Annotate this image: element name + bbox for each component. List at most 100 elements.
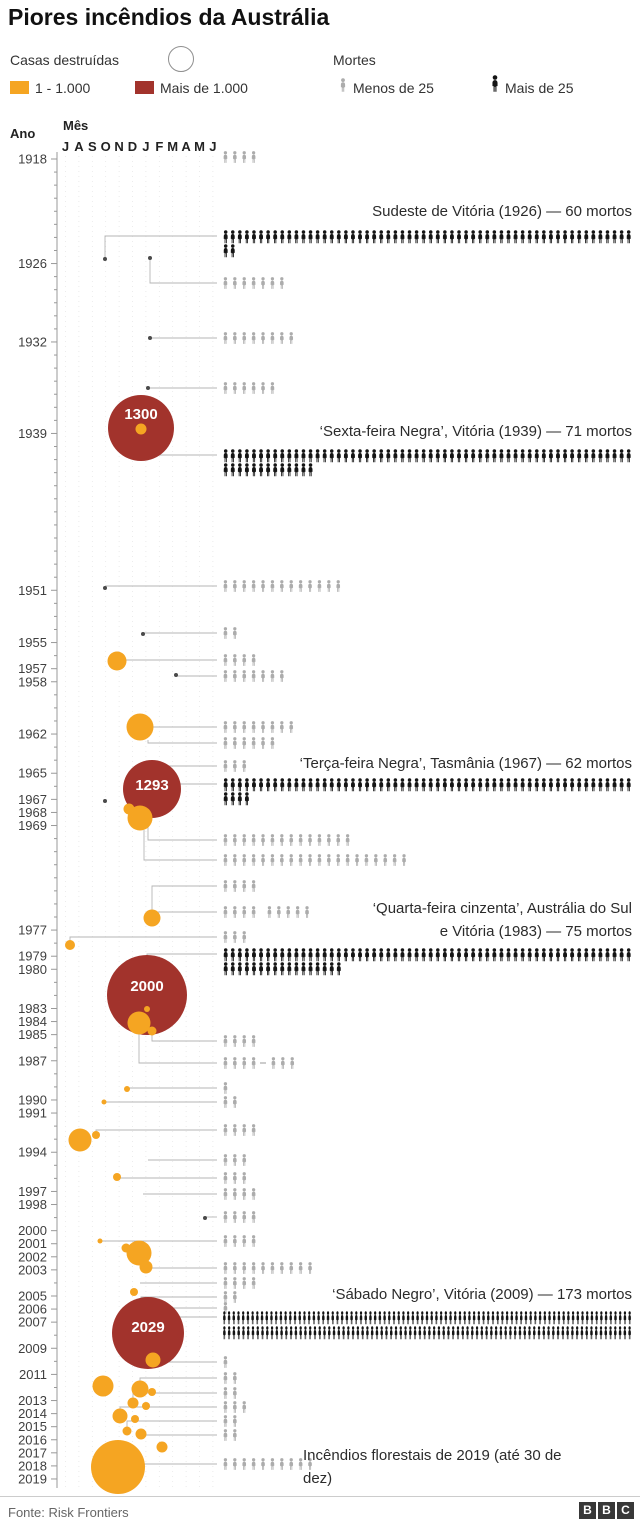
person-icon [233,151,237,163]
person-icon [485,449,490,463]
person-icon [261,580,265,592]
person-icon [233,1172,237,1184]
deaths-large-label: Mais de 25 [505,80,574,96]
death-rows [223,151,631,1470]
person-icon [237,1326,240,1340]
person-icon [270,1326,274,1340]
person-icon [261,277,265,289]
person-icon [242,1188,247,1200]
person-icon [259,449,263,463]
person-icon [350,1311,353,1325]
person-icon [590,1326,593,1340]
person-icon [614,1326,617,1340]
person-icon [393,948,398,962]
person-icon [261,1458,265,1470]
death-row [223,244,235,258]
houses-bubble [144,1006,150,1012]
bbc-logo-letter: B [579,1502,596,1519]
death-row [223,382,275,394]
person-icon [329,230,334,244]
person-icon [251,1188,256,1200]
person-icon [598,778,603,792]
person-icon [577,230,582,244]
person-icon [261,382,265,394]
person-icon [242,1326,245,1340]
person-icon [361,1326,364,1340]
death-row [223,151,256,163]
person-icon [378,1311,382,1325]
person-icon [259,962,263,976]
connector-line [147,740,217,744]
death-row [223,880,256,892]
death-row [223,1372,237,1384]
person-icon [510,1311,514,1325]
person-icon [435,230,440,244]
event-dot [148,336,152,340]
person-icon [251,151,256,163]
person-icon [251,654,256,666]
person-icon [612,449,617,463]
person-icon [233,1401,237,1413]
houses-bubble [135,423,147,435]
person-icon [280,1458,284,1470]
person-icon [386,449,391,463]
person-icon [556,449,560,463]
person-icon [331,1311,334,1325]
person-icon [482,1311,485,1325]
person-icon [223,1235,228,1247]
death-row [223,1429,237,1441]
year-label: 2006 [18,1302,47,1317]
person-icon [533,1326,536,1340]
person-icon [233,382,237,394]
person-icon [251,580,256,592]
death-row [223,1415,237,1427]
person-icon [242,1262,247,1274]
person-icon [273,230,278,244]
person-icon [435,449,440,463]
person-icon [290,1057,295,1069]
person-icon [242,1035,247,1047]
person-icon [261,834,265,846]
person-icon [471,230,476,244]
person-icon [478,230,483,244]
month-letter: J [209,139,216,154]
person-icon [428,948,433,962]
person-icon [528,1326,531,1340]
person-icon [303,1311,306,1325]
person-icon [223,948,228,962]
person-icon [223,1082,228,1094]
person-icon [233,1124,237,1136]
person-icon [223,580,228,592]
month-letter: A [74,139,84,154]
person-icon [379,449,384,463]
person-icon [499,948,504,962]
person-icon [485,230,490,244]
person-icon [358,230,362,244]
person-icon [270,382,275,394]
person-icon [570,778,575,792]
person-icon [365,778,370,792]
person-icon [223,1124,228,1136]
person-icon [280,670,284,682]
year-label: 2009 [18,1341,47,1356]
person-icon [294,449,299,463]
month-letter: A [181,139,191,154]
person-icon [527,449,532,463]
event-dot [203,1216,207,1220]
houses-bubble [131,1415,139,1423]
person-icon [506,230,511,244]
person-icon [298,1311,301,1325]
person-icon [414,948,419,962]
person-icon [449,778,454,792]
person-icon [414,230,419,244]
person-icon [370,1326,374,1340]
person-icon [223,1401,228,1413]
person-icon [242,760,247,772]
person-icon [265,1311,269,1325]
person-icon [233,670,237,682]
year-label: 1990 [18,1092,47,1107]
month-letter: F [155,139,163,154]
person-icon [428,230,433,244]
month-axis-label: Mês [63,118,89,133]
year-label: 2015 [18,1419,47,1434]
